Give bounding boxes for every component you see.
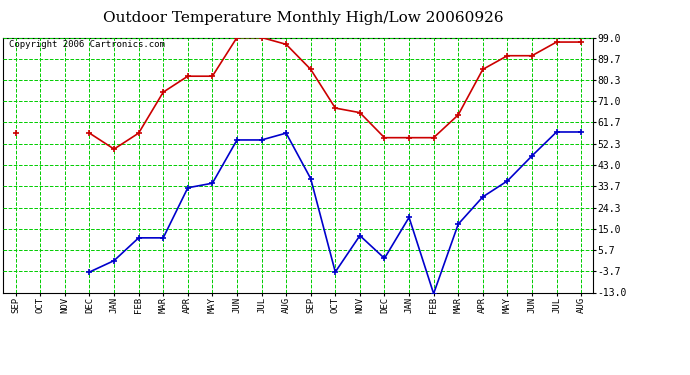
Text: Outdoor Temperature Monthly High/Low 20060926: Outdoor Temperature Monthly High/Low 200…: [104, 11, 504, 25]
Text: Copyright 2006 Cartronics.com: Copyright 2006 Cartronics.com: [10, 40, 165, 49]
